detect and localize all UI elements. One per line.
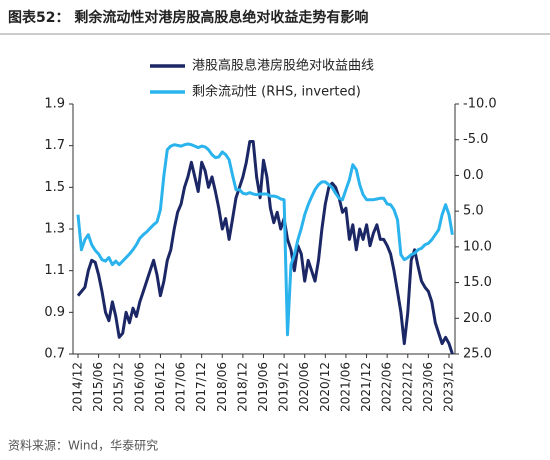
y2-tick-label: 0.0 (463, 168, 484, 183)
x-tick-label: 2022/12 (400, 362, 414, 412)
x-tick-label: 2019/06 (256, 362, 270, 412)
source-note: 资料来源：Wind，华泰研究 (8, 438, 158, 453)
x-tick-label: 2018/12 (235, 362, 249, 412)
x-tick-label: 2016/06 (132, 362, 146, 412)
y-tick-label: 1.7 (44, 138, 65, 153)
y2-tick-label: 25.0 (463, 347, 492, 362)
x-tick-label: 2021/06 (338, 362, 352, 412)
x-tick-label: 2020/06 (297, 362, 311, 412)
x-tick-label: 2016/12 (153, 362, 167, 412)
x-tick-label: 2015/12 (112, 362, 126, 412)
y2-tick-label: 15.0 (463, 275, 492, 290)
y2-tick-label: 20.0 (463, 311, 492, 326)
x-tick-label: 2017/06 (174, 362, 188, 412)
legend-label: 港股高股息港房股绝对收益曲线 (192, 58, 374, 74)
x-tick-label: 2014/12 (71, 362, 85, 412)
y2-tick-label: -5.0 (463, 132, 488, 147)
chart-title: 图表52： 剩余流动性对港房股高股息绝对收益走势有影响 (8, 9, 368, 26)
x-tick-label: 2023/06 (421, 362, 435, 412)
y-tick-label: 1.1 (44, 263, 65, 278)
y2-tick-label: -10.0 (463, 97, 497, 112)
y-tick-label: 1.9 (44, 97, 65, 112)
y-tick-label: 1.5 (44, 180, 65, 195)
y2-tick-label: 10.0 (463, 239, 492, 254)
x-tick-label: 2023/12 (442, 362, 456, 412)
x-tick-label: 2022/06 (380, 362, 394, 412)
legend-label: 剩余流动性 (RHS, inverted) (192, 84, 361, 100)
x-tick-label: 2018/06 (215, 362, 229, 412)
series-line (76, 140, 454, 355)
y2-tick-label: 5.0 (463, 204, 484, 219)
y-tick-label: 0.7 (44, 347, 65, 362)
y-tick-label: 1.3 (44, 222, 65, 237)
y-tick-label: 0.9 (44, 305, 65, 320)
x-tick-label: 2017/12 (194, 362, 208, 412)
series-line (76, 142, 454, 337)
x-tick-label: 2020/12 (318, 362, 332, 412)
x-tick-label: 2021/12 (359, 362, 373, 412)
x-tick-label: 2019/12 (277, 362, 291, 412)
x-tick-label: 2015/06 (91, 362, 105, 412)
